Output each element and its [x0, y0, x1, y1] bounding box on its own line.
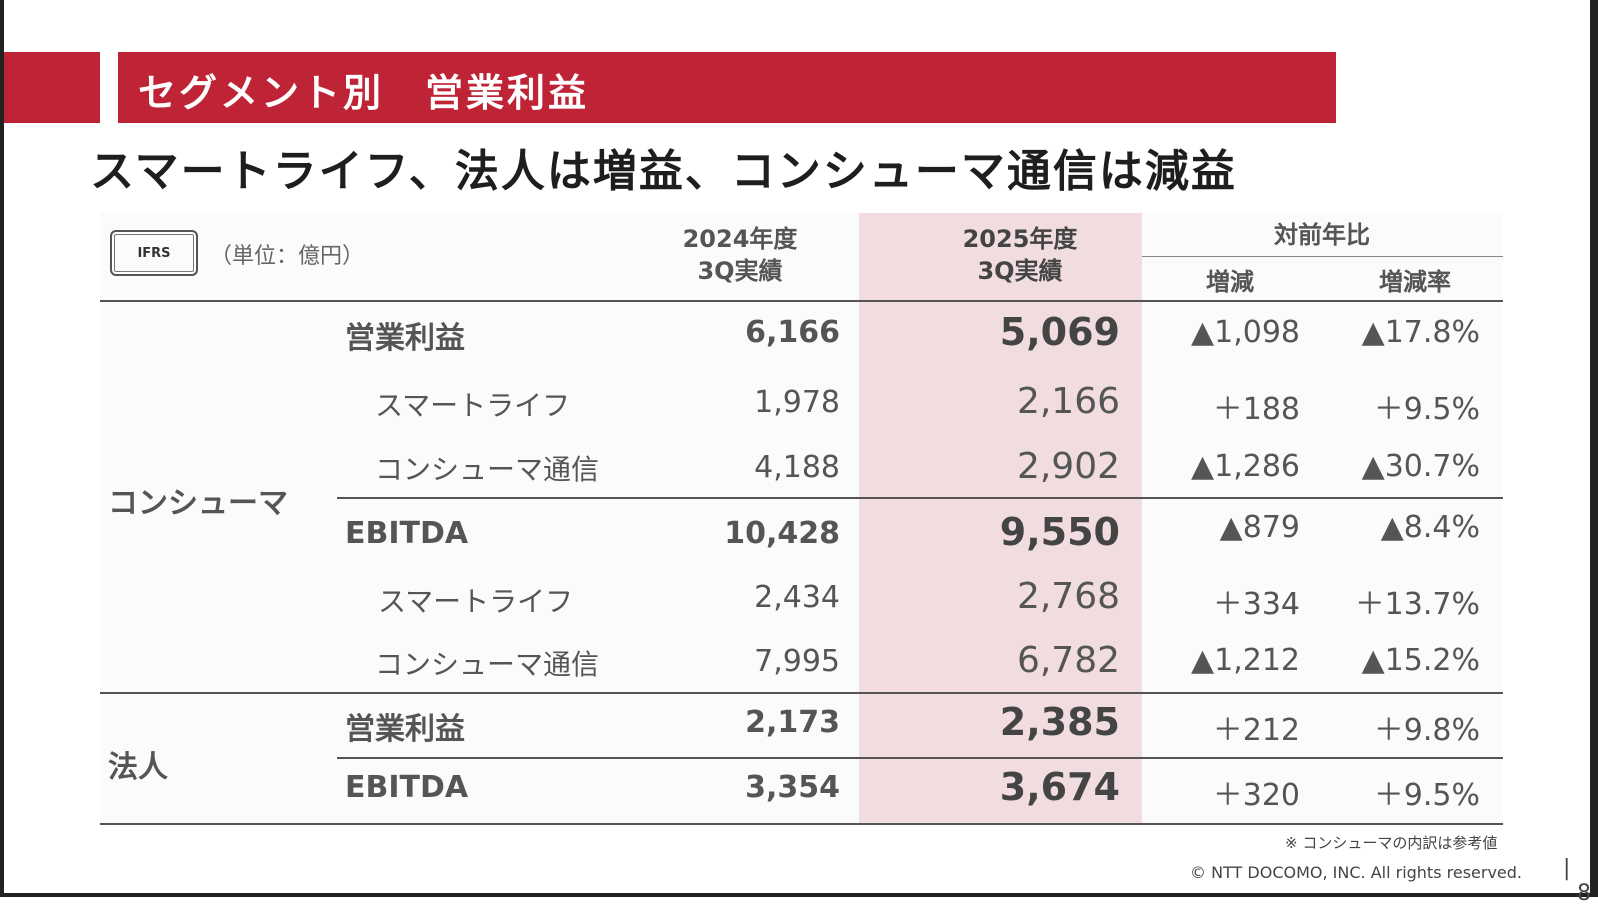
value-2024: 2,173: [745, 705, 840, 740]
header-bottom-rule: [100, 300, 1503, 302]
header-2024-period: 3Q実績: [697, 257, 783, 285]
unit-label: （単位：億円）: [210, 244, 365, 269]
segment-consumer: コンシューマ: [108, 486, 288, 521]
segment-corporate: 法人: [108, 750, 168, 785]
page-number: | 8: [1563, 856, 1591, 906]
row-label: EBITDA: [345, 516, 469, 551]
value-diff: ＋188: [1212, 392, 1300, 427]
header-2025: 2025年度 3Q実績: [920, 223, 1120, 287]
segment-table: [100, 213, 1503, 825]
value-2024: 6,166: [745, 315, 840, 350]
value-diff: ＋212: [1212, 713, 1300, 748]
value-rate: ＋9.5%: [1373, 778, 1480, 813]
row-label: EBITDA: [345, 770, 469, 805]
value-2025: 2,385: [999, 700, 1120, 744]
value-diff: ▲1,286: [1191, 449, 1300, 484]
ifrs-badge: IFRS: [110, 230, 198, 276]
value-2024: 2,434: [754, 580, 840, 615]
window-frame-right: [1590, 0, 1598, 897]
header-rate: 増減率: [1379, 268, 1451, 296]
value-2025: 3,674: [999, 765, 1120, 809]
value-rate: ＋13.7%: [1354, 587, 1480, 622]
row-label: 営業利益: [345, 712, 465, 747]
header-2024-year: 2024年度: [682, 225, 798, 253]
row-divider: [337, 757, 1503, 759]
title-band-accent: [4, 52, 100, 123]
header-diff: 増減: [1206, 268, 1254, 296]
slide-headline: スマートライフ、法人は増益、コンシューマ通信は減益: [90, 146, 1237, 197]
section-title-band: セグメント別 営業利益: [118, 52, 1336, 123]
value-2024: 7,995: [754, 644, 840, 679]
value-rate: ▲15.2%: [1361, 643, 1480, 678]
value-rate: ＋9.5%: [1373, 392, 1480, 427]
value-rate: ＋9.8%: [1373, 713, 1480, 748]
value-diff: ＋320: [1212, 778, 1300, 813]
window-frame-left: [0, 0, 4, 897]
segment-divider: [100, 692, 1503, 694]
row-label: コンシューマ通信: [375, 648, 600, 681]
row-label: スマートライフ: [375, 389, 571, 422]
header-yoy: 対前年比: [1274, 221, 1370, 249]
table-bottom-rule: [100, 823, 1503, 825]
header-2025-year: 2025年度: [962, 225, 1078, 253]
value-2024: 1,978: [754, 385, 840, 420]
row-label: コンシューマ通信: [375, 453, 600, 486]
highlight-column-2025: [859, 213, 1142, 825]
value-2025: 2,166: [1016, 381, 1120, 422]
value-2024: 3,354: [745, 770, 840, 805]
value-2025: 5,069: [999, 310, 1120, 354]
row-divider: [337, 497, 1503, 499]
value-2025: 2,768: [1016, 576, 1120, 617]
value-2025: 2,902: [1016, 446, 1120, 487]
value-2024: 4,188: [754, 450, 840, 485]
value-rate: ▲8.4%: [1380, 510, 1480, 545]
value-2024: 10,428: [724, 516, 840, 551]
copyright: © NTT DOCOMO, INC. All rights reserved.: [1190, 863, 1523, 882]
header-2024: 2024年度 3Q実績: [640, 223, 840, 287]
value-rate: ▲30.7%: [1361, 449, 1480, 484]
value-diff: ＋334: [1212, 587, 1300, 622]
value-diff: ▲879: [1219, 510, 1300, 545]
value-rate: ▲17.8%: [1361, 315, 1480, 350]
page-number-value: 8: [1577, 881, 1591, 906]
header-yoy-divider: [1142, 256, 1503, 257]
value-diff: ▲1,098: [1191, 315, 1300, 350]
value-diff: ▲1,212: [1191, 643, 1300, 678]
row-label: スマートライフ: [378, 585, 574, 618]
footnote: ※ コンシューマの内訳は参考値: [1285, 834, 1498, 852]
section-title: セグメント別 営業利益: [138, 71, 590, 115]
header-2025-period: 3Q実績: [977, 257, 1063, 285]
value-2025: 6,782: [1016, 640, 1120, 681]
row-label: 営業利益: [345, 321, 465, 356]
value-2025: 9,550: [999, 510, 1120, 554]
window-frame-bottom: [0, 893, 1598, 897]
